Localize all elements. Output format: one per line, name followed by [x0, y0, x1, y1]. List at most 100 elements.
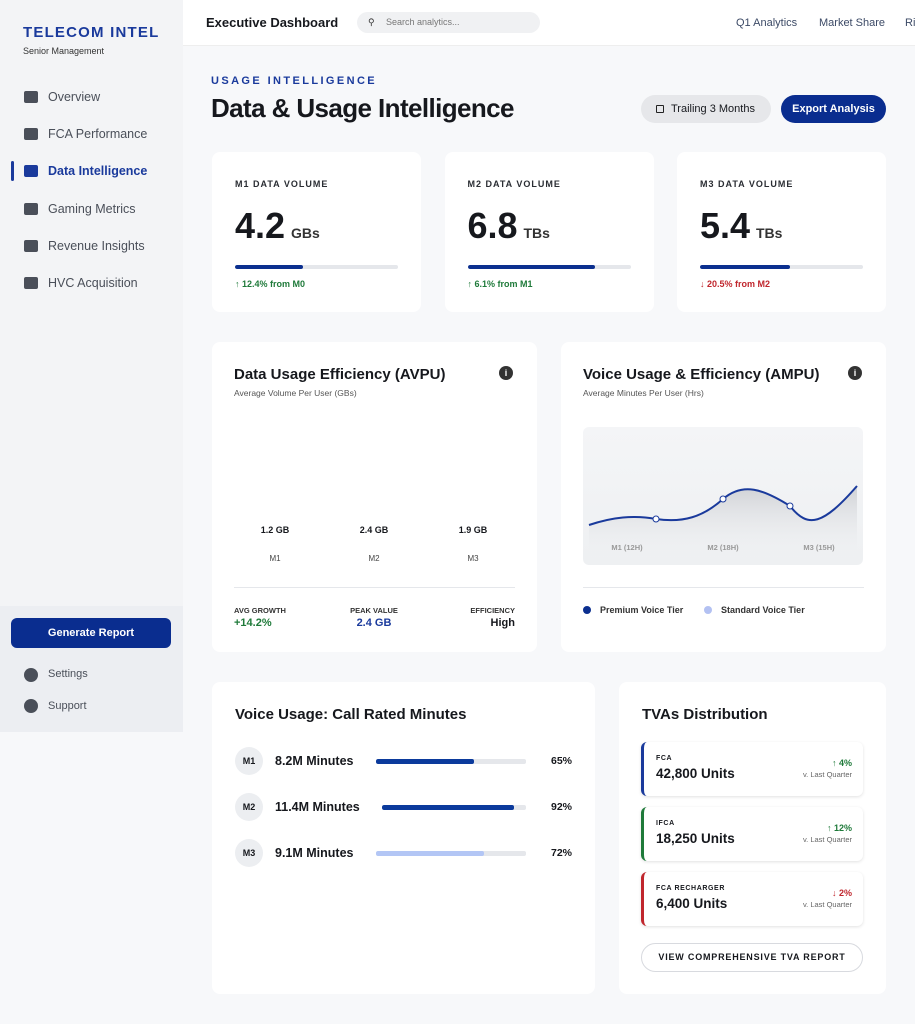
- avpu-card: [212, 342, 537, 652]
- bar-value-label: 1.2 GB: [260, 525, 290, 535]
- calendar-icon: [656, 105, 664, 113]
- row-percent: 72%: [550, 847, 572, 859]
- card-title: Voice Usage & Efficiency (AMPU): [583, 366, 820, 383]
- row-badge: M3: [235, 839, 263, 867]
- row-track: [376, 759, 526, 764]
- stat-label: PEAK VALUE: [350, 606, 398, 615]
- kpi-delta: ↑ 6.1% from M1: [467, 279, 533, 289]
- row-track: [376, 851, 526, 856]
- voice-chart: [583, 427, 863, 565]
- nav-item[interactable]: Overview: [48, 90, 101, 104]
- header-link[interactable]: Market Share: [819, 17, 886, 29]
- settings-link[interactable]: Settings: [48, 668, 88, 680]
- legend-swatch: [704, 606, 712, 614]
- point: [652, 515, 660, 523]
- kpi-unit: GBs: [291, 225, 320, 241]
- kpi-label: M2 DATA VOLUME: [467, 179, 561, 189]
- row-badge: M1: [235, 747, 263, 775]
- brand: TELECOM INTEL: [23, 24, 160, 41]
- support-icon: [24, 699, 38, 713]
- x-label: M1 (12H): [611, 543, 643, 552]
- info-icon[interactable]: i: [848, 366, 862, 380]
- legend-label: Premium Voice Tier: [600, 605, 684, 615]
- nav-item[interactable]: Data Intelligence: [48, 164, 148, 179]
- tva-item: [641, 807, 863, 861]
- tva-change: ↓ 2%: [831, 888, 852, 898]
- nav-icon: [24, 202, 38, 215]
- x-label: M2 (18H): [707, 543, 739, 552]
- settings-icon: [24, 668, 38, 682]
- tva-value: 42,800 Units: [656, 766, 735, 781]
- header-link[interactable]: Ri: [905, 17, 915, 29]
- row-label: 11.4M Minutes: [275, 800, 360, 814]
- calls-card: [212, 682, 595, 994]
- kpi-delta: ↓ 20.5% from M2: [700, 279, 771, 289]
- row-label: 9.1M Minutes: [275, 846, 354, 860]
- row-track: [382, 805, 526, 810]
- nav-item[interactable]: FCA Performance: [48, 127, 148, 142]
- tva-change: ↑ 12%: [826, 823, 852, 833]
- kpi-progress-track: [700, 265, 863, 269]
- bar-category: M1: [269, 554, 281, 563]
- range-button[interactable]: Trailing 3 Months: [641, 95, 771, 123]
- stat-value: High: [490, 617, 515, 629]
- tva-name: IFCA: [656, 820, 675, 827]
- point: [719, 495, 727, 503]
- nav-icon: [24, 128, 38, 141]
- row-bar: [376, 851, 484, 856]
- stat-label: AVG GROWTH: [234, 606, 286, 615]
- nav-item[interactable]: Gaming Metrics: [48, 201, 136, 216]
- bar-value-label: 1.9 GB: [458, 525, 488, 535]
- bar-category: M3: [467, 554, 479, 563]
- kpi-card: [677, 152, 886, 312]
- kpi-progress-track: [235, 265, 398, 269]
- kpi-card: [444, 152, 654, 312]
- nav-item[interactable]: Revenue Insights: [48, 238, 145, 253]
- tva-name: FCA RECHARGER: [656, 885, 725, 892]
- card-subtitle: Average Minutes Per User (Hrs): [583, 388, 704, 398]
- tva-name: FCA: [656, 755, 673, 762]
- generate-report-button[interactable]: Generate Report: [11, 618, 171, 648]
- info-icon[interactable]: i: [499, 366, 513, 380]
- card-subtitle: Average Volume Per User (GBs): [234, 388, 357, 398]
- kpi-unit: TBs: [523, 225, 550, 241]
- search-placeholder: Search analytics...: [386, 17, 460, 27]
- kpi-progress-track: [467, 265, 631, 269]
- card-title: Data Usage Efficiency (AVPU): [234, 366, 446, 383]
- kpi-value: 5.4: [700, 205, 751, 246]
- kpi-value: 4.2: [235, 205, 286, 246]
- eyebrow: USAGE INTELLIGENCE: [211, 75, 378, 87]
- tva-note: v. Last Quarter: [802, 770, 852, 779]
- nav-icon: [24, 165, 38, 178]
- kpi-progress: [700, 265, 790, 269]
- legend-swatch: [583, 606, 591, 614]
- stat-label: EFFICIENCY: [470, 606, 515, 615]
- support-link[interactable]: Support: [48, 700, 87, 712]
- stat-value: 2.4 GB: [356, 617, 392, 629]
- kpi-value: 6.8: [467, 205, 518, 246]
- nav-item[interactable]: HVC Acquisition: [48, 276, 138, 290]
- tva-note: v. Last Quarter: [802, 835, 852, 844]
- divider: [234, 587, 515, 588]
- kpi-progress: [235, 265, 304, 269]
- tva-change: ↑ 4%: [831, 758, 852, 768]
- active-indicator: [11, 161, 14, 182]
- bar-category: M2: [368, 554, 380, 563]
- tva-item: [641, 872, 863, 926]
- bar-value-label: 2.4 GB: [359, 525, 389, 535]
- brand-subtitle: Senior Management: [23, 46, 105, 56]
- export-button[interactable]: Export Analysis: [781, 95, 886, 123]
- tva-report-button[interactable]: VIEW COMPREHENSIVE TVA REPORT: [641, 943, 863, 972]
- search-icon: ⚲: [368, 17, 375, 27]
- search-box[interactable]: [357, 12, 540, 33]
- row-badge: M2: [235, 793, 263, 821]
- nav-icon: [24, 277, 38, 289]
- header-link[interactable]: Q1 Analytics: [736, 17, 798, 29]
- kpi-card: [212, 152, 421, 312]
- tva-value: 6,400 Units: [656, 896, 728, 911]
- card-title: TVAs Distribution: [642, 706, 768, 723]
- header-title: Executive Dashboard: [206, 15, 339, 30]
- row-bar: [376, 759, 474, 764]
